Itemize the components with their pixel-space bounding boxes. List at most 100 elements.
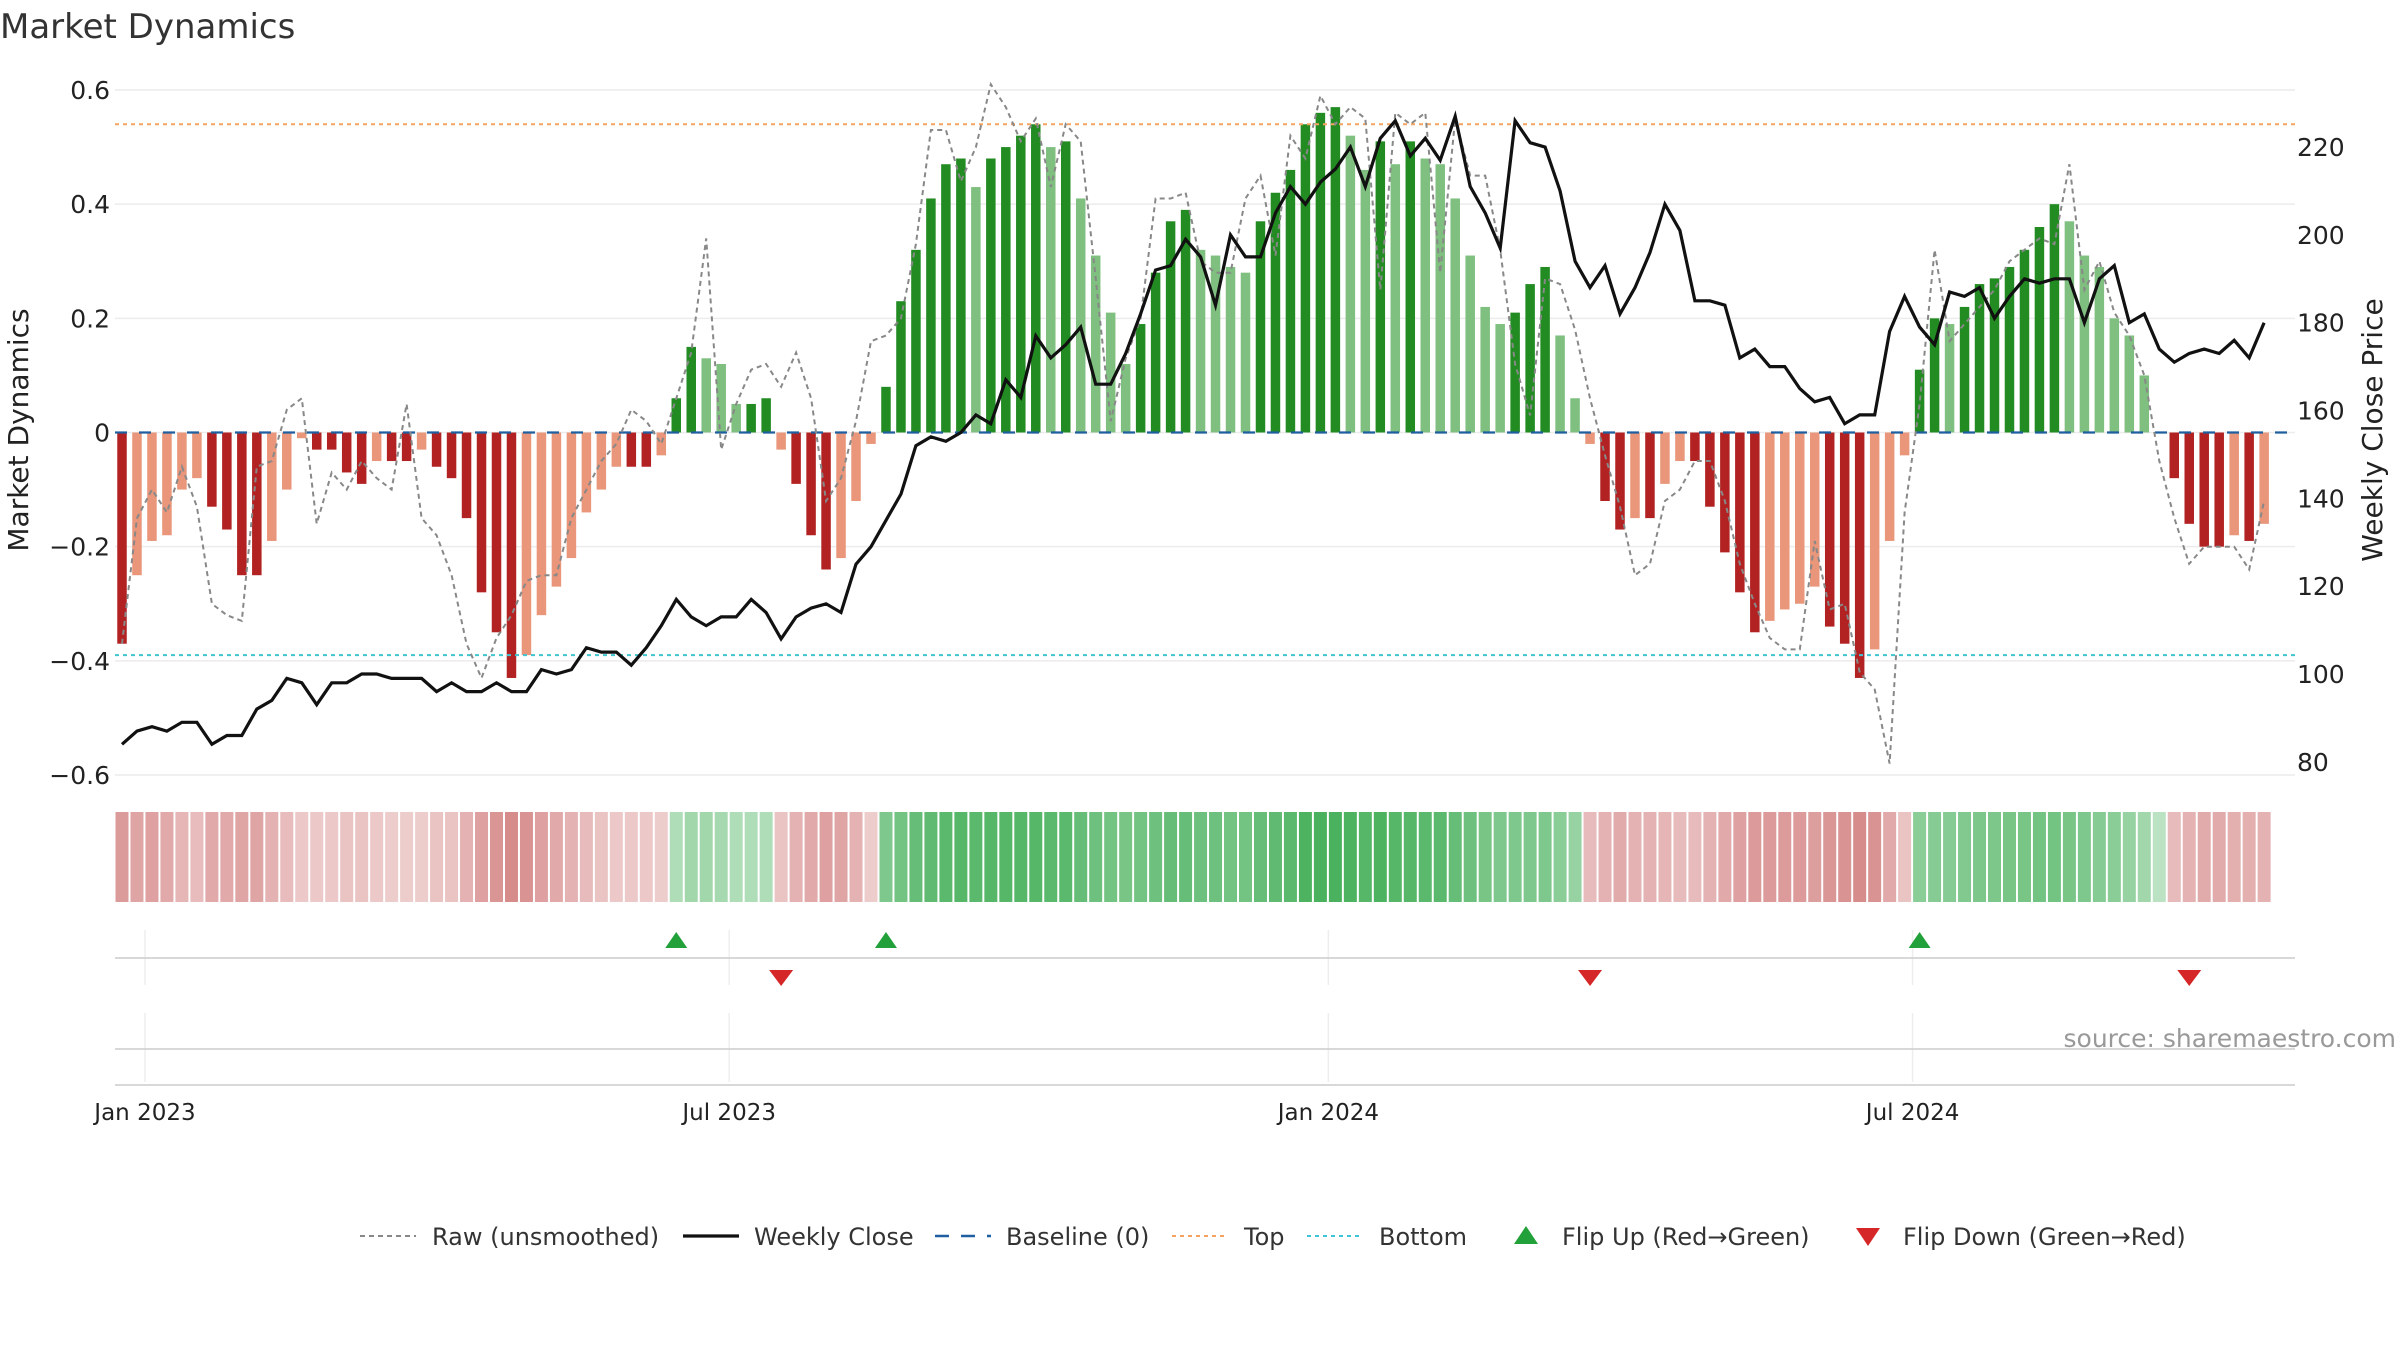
dynamics-bar xyxy=(1525,284,1535,433)
regime-cell xyxy=(1553,812,1567,902)
dynamics-bar xyxy=(1360,169,1371,433)
dynamics-bar xyxy=(1795,432,1805,604)
regime-cell xyxy=(1239,812,1252,902)
dynamics-bar xyxy=(1285,169,1296,433)
reference-lines xyxy=(115,123,2295,657)
dynamics-bar xyxy=(431,432,442,467)
regime-cell xyxy=(2002,812,2016,902)
regime-cell xyxy=(2062,812,2076,902)
regime-cell xyxy=(2167,812,2181,902)
right-tick-label: 80 xyxy=(2297,748,2329,777)
dynamics-bar xyxy=(1720,432,1730,553)
regime-cell xyxy=(1688,812,1702,902)
dynamics-bar xyxy=(2064,221,2075,433)
dynamics-bar xyxy=(941,164,951,433)
regime-cell xyxy=(250,812,264,902)
regime-cell xyxy=(1478,812,1492,902)
x-tick-label: Jul 2024 xyxy=(1864,1100,1960,1126)
regime-cell xyxy=(1598,812,1612,902)
regime-cell xyxy=(1838,812,1852,902)
dynamics-bar xyxy=(1735,432,1745,593)
regime-cell xyxy=(2077,812,2091,902)
regime-cell xyxy=(1298,812,1312,902)
dynamics-bar xyxy=(506,432,517,678)
dynamics-bar xyxy=(1869,432,1880,650)
regime-cell xyxy=(2242,812,2256,902)
dynamics-bar xyxy=(1615,432,1625,530)
regime-cell xyxy=(1808,812,1822,902)
regime-cell xyxy=(504,812,518,902)
regime-cell xyxy=(1613,812,1627,902)
dynamics-bar xyxy=(1180,209,1191,433)
legend-label: Raw (unsmoothed) xyxy=(432,1223,659,1251)
dynamics-bar xyxy=(536,432,547,616)
x-tick-label: Jan 2023 xyxy=(92,1100,195,1126)
dynamics-bar xyxy=(1210,255,1221,433)
regime-cell xyxy=(400,812,414,902)
right-tick-label: 200 xyxy=(2297,221,2345,250)
right-tick-label: 140 xyxy=(2297,484,2345,513)
regime-cell xyxy=(1913,812,1927,902)
chart-legend: Raw (unsmoothed) Weekly Close Baseline (0)… xyxy=(360,1223,2186,1251)
regime-cell xyxy=(954,812,968,902)
dynamics-bar xyxy=(297,432,307,439)
regime-cell xyxy=(460,812,474,902)
regime-cell xyxy=(834,812,848,902)
dynamics-bar xyxy=(2034,227,2045,433)
dynamics-bar xyxy=(956,158,966,433)
dynamics-bar xyxy=(1899,432,1910,456)
regime-cell xyxy=(2227,812,2241,902)
left-tick-label: 0.6 xyxy=(70,76,110,105)
dynamics-bar xyxy=(1914,369,1925,433)
regime-cell xyxy=(445,812,459,902)
legend-label: Baseline (0) xyxy=(1006,1223,1149,1251)
dynamics-bar xyxy=(1600,432,1610,501)
dynamics-bar xyxy=(2214,432,2224,547)
dynamics-bar xyxy=(581,432,592,513)
dynamics-bar xyxy=(1929,318,1940,433)
dynamics-bar xyxy=(117,432,127,644)
dynamics-bar xyxy=(2169,432,2180,479)
left-axis-label: Market Dynamics xyxy=(2,308,35,551)
dynamics-bar xyxy=(971,187,981,433)
regime-cell xyxy=(1718,812,1732,902)
regime-cell xyxy=(1134,812,1148,902)
flip-down-marker xyxy=(1578,970,1603,986)
dynamics-bar xyxy=(2199,432,2209,547)
regime-cell xyxy=(1119,812,1133,902)
dynamics-bar xyxy=(1135,324,1146,433)
regime-cell xyxy=(490,812,503,902)
regime-cell xyxy=(115,812,129,902)
regime-cell xyxy=(1059,812,1073,902)
dynamics-bar xyxy=(2109,318,2120,433)
regime-cell xyxy=(310,812,324,902)
chart-title: Market Dynamics xyxy=(0,7,295,47)
left-tick-label: 0 xyxy=(94,419,110,448)
regime-cell xyxy=(1014,812,1028,902)
regime-cell xyxy=(1029,812,1043,902)
dynamics-bar xyxy=(1809,432,1820,587)
regime-cell xyxy=(1164,812,1178,902)
dynamics-bar xyxy=(1165,221,1176,433)
regime-cell xyxy=(475,812,489,902)
dynamics-bar xyxy=(716,364,726,433)
dynamics-bar xyxy=(147,432,157,541)
right-tick-label: 220 xyxy=(2297,133,2345,162)
regime-cell xyxy=(714,812,728,902)
regime-cell xyxy=(415,812,429,902)
lower-panel xyxy=(115,1013,2295,1086)
regime-cell xyxy=(1463,812,1477,902)
dynamics-bar xyxy=(1270,192,1281,433)
regime-cell xyxy=(1358,812,1372,902)
regime-cell xyxy=(1268,812,1282,902)
regime-cell xyxy=(2137,812,2151,902)
dynamics-bar xyxy=(926,198,936,433)
regime-cell xyxy=(639,812,653,902)
dynamics-bar xyxy=(1465,255,1475,433)
dynamics-bar xyxy=(207,432,217,507)
dynamics-bar xyxy=(686,346,696,433)
regime-cell xyxy=(1373,812,1387,902)
source-credit: source: sharemaestro.com xyxy=(2064,1024,2397,1053)
dynamics-bar xyxy=(1510,312,1520,433)
